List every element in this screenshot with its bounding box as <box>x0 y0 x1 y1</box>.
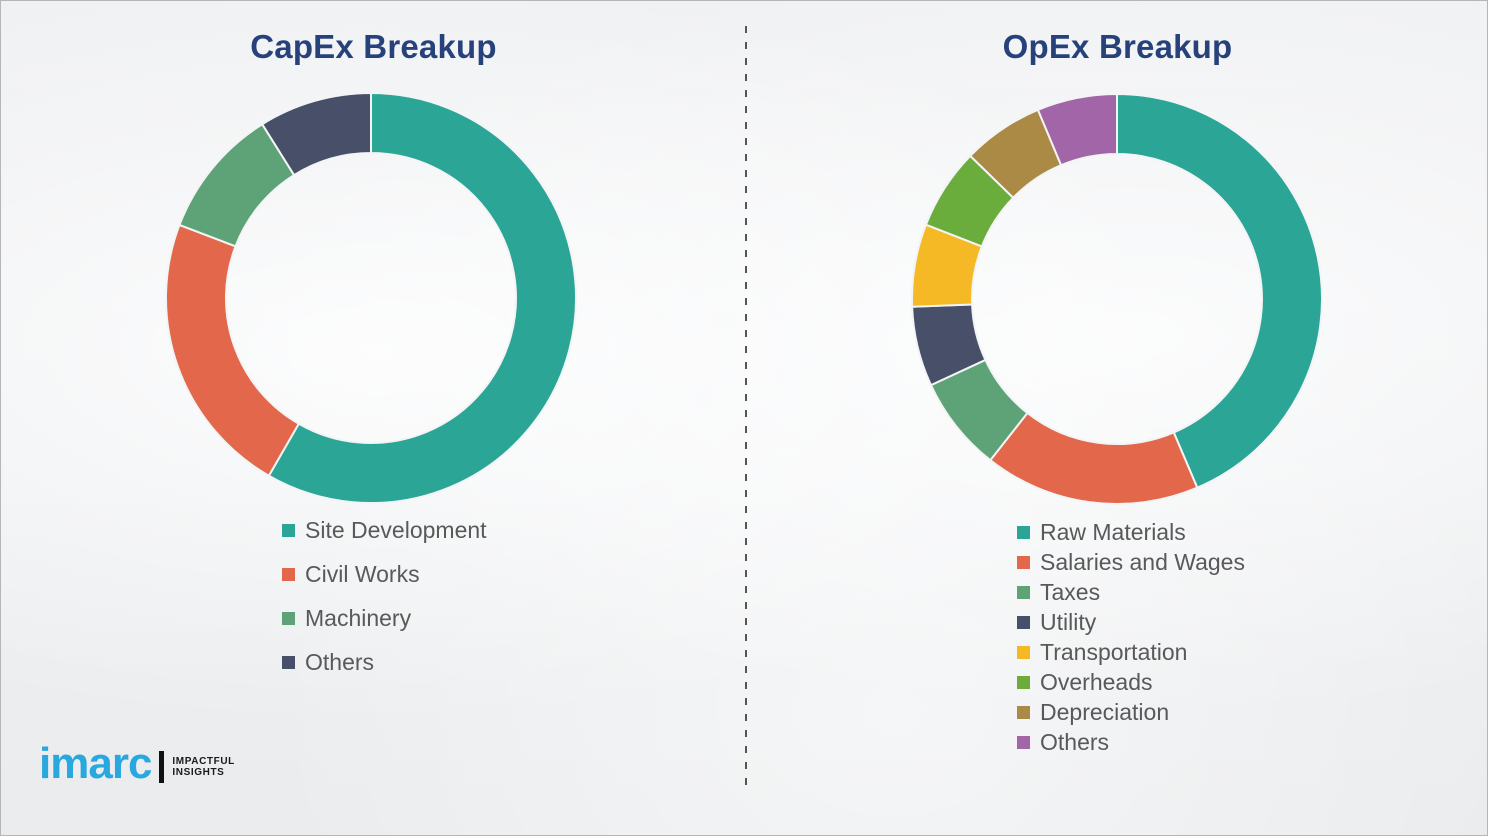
legend-item-depreciation: Depreciation <box>1017 697 1245 727</box>
capex-chart-title: CapEx Breakup <box>250 28 497 65</box>
legend-label: Site Development <box>305 516 487 543</box>
legend-item-others: Others <box>282 640 487 684</box>
legend-item-others: Others <box>1017 727 1245 757</box>
legend-item-machinery: Machinery <box>282 596 487 640</box>
capex-donut-chart <box>165 91 577 504</box>
legend-marker <box>1017 525 1030 539</box>
donut-segment-salaries-and-wages <box>988 411 1199 505</box>
donut-segment-others <box>1036 92 1118 167</box>
imarc-tagline-line1: IMPACTFUL <box>172 756 235 767</box>
legend-item-transportation: Transportation <box>1017 637 1245 667</box>
legend-marker <box>1017 585 1030 599</box>
legend-marker <box>1017 615 1030 629</box>
legend-item-civil-works: Civil Works <box>282 552 487 596</box>
legend-item-utility: Utility <box>1017 607 1245 637</box>
legend-marker <box>1017 735 1030 749</box>
legend-marker <box>282 523 295 537</box>
donut-segment-others <box>260 91 372 177</box>
legend-label: Utility <box>1040 608 1097 635</box>
donut-segment-site-development <box>267 91 577 504</box>
imarc-logo-wordmark: imarc <box>39 739 152 788</box>
imarc-logo-divider-bar <box>159 751 165 783</box>
legend-label: Taxes <box>1040 578 1101 605</box>
legend-item-salaries-and-wages: Salaries and Wages <box>1017 547 1245 577</box>
legend-marker <box>1017 675 1030 689</box>
legend-item-taxes: Taxes <box>1017 577 1245 607</box>
legend-label: Salaries and Wages <box>1040 548 1245 575</box>
legend-label: Others <box>305 648 375 675</box>
capex-legend: Site Development Civil Works Machinery Othe… <box>282 508 487 684</box>
opex-legend: Raw Materials Salaries and Wages Taxes Util… <box>1017 517 1245 757</box>
legend-item-raw-materials: Raw Materials <box>1017 517 1245 547</box>
legend-marker <box>282 655 295 669</box>
opex-donut-chart <box>911 92 1323 505</box>
donut-segment-raw-materials <box>1116 92 1323 489</box>
legend-label: Overheads <box>1040 668 1153 695</box>
legend-label: Raw Materials <box>1040 518 1186 545</box>
imarc-logo: imarc IMPACTFUL INSIGHTS <box>39 742 235 786</box>
opex-chart-title: OpEx Breakup <box>1002 28 1233 65</box>
legend-marker <box>282 567 295 581</box>
legend-marker <box>1017 705 1030 719</box>
legend-item-site-development: Site Development <box>282 508 487 552</box>
legend-label: Machinery <box>305 604 412 631</box>
legend-item-overheads: Overheads <box>1017 667 1245 697</box>
donut-segment-civil-works <box>165 223 301 478</box>
imarc-tagline-line2: INSIGHTS <box>172 767 225 778</box>
legend-label: Transportation <box>1040 638 1188 665</box>
legend-marker <box>1017 645 1030 659</box>
legend-marker <box>282 611 295 625</box>
legend-label: Depreciation <box>1040 698 1170 725</box>
legend-label: Others <box>1040 728 1110 755</box>
divider-dashed-line <box>745 26 747 793</box>
legend-marker <box>1017 555 1030 569</box>
imarc-logo-tagline: IMPACTFUL INSIGHTS <box>172 756 234 778</box>
legend-label: Civil Works <box>305 560 420 587</box>
